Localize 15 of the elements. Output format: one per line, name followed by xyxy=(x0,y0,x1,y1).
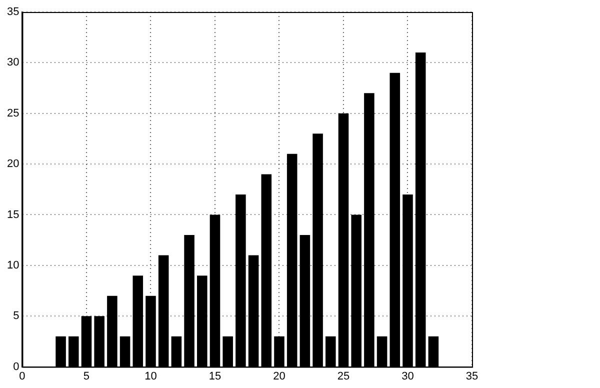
x-tick-label: 10 xyxy=(144,370,157,382)
y-tick-label: 20 xyxy=(6,158,20,170)
x-tick-label: 30 xyxy=(402,370,414,382)
y-tick-label: 35 xyxy=(6,6,20,18)
x-tick-label: 5 xyxy=(83,370,90,382)
y-tick-label: 15 xyxy=(6,208,20,221)
y-tick-label: 10 xyxy=(6,259,20,272)
x-tick-label: 15 xyxy=(208,370,222,382)
x-tick-label: 35 xyxy=(466,370,478,382)
x-tick-label: 20 xyxy=(273,370,286,382)
x-tick-label: 25 xyxy=(337,370,350,382)
y-tick-label: 0 xyxy=(13,360,20,373)
y-tick-label: 25 xyxy=(6,107,20,120)
y-tick-label: 5 xyxy=(13,310,20,322)
y-tick-label: 30 xyxy=(6,56,20,69)
